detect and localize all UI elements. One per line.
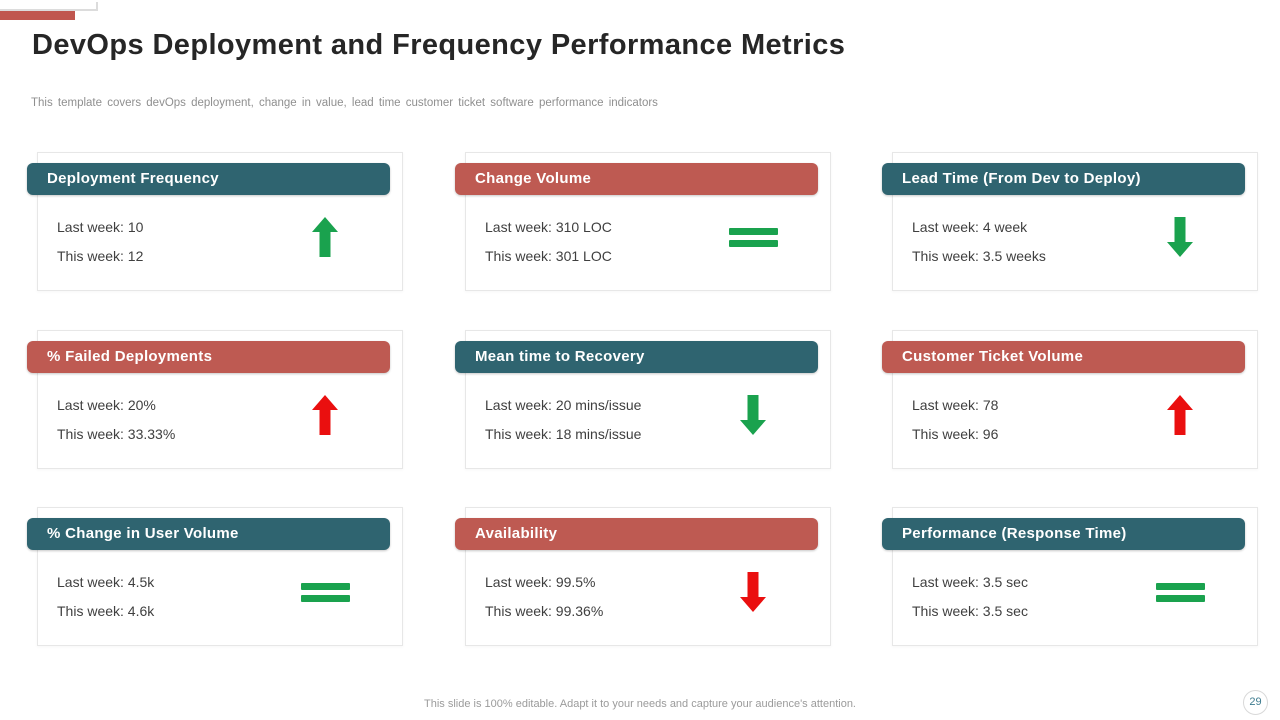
card-header: Mean time to Recovery (455, 341, 818, 373)
card-title: Availability (475, 525, 558, 542)
up-arrow-icon (312, 217, 338, 257)
this-week-value: This week: 3.5 weeks (912, 248, 1046, 264)
trend-indicator (723, 560, 783, 624)
top-decoration-tick (96, 2, 98, 11)
card-title: % Failed Deployments (47, 348, 213, 365)
this-week-value: This week: 99.36% (485, 603, 604, 619)
card-title: Lead Time (From Dev to Deploy) (902, 170, 1141, 187)
trend-indicator (295, 205, 355, 269)
last-week-value: Last week: 310 LOC (485, 219, 612, 235)
down-arrow-icon (740, 395, 766, 435)
last-week-value: Last week: 78 (912, 397, 999, 413)
card-metrics: Last week: 4 week This week: 3.5 weeks (912, 213, 1046, 271)
card-metrics: Last week: 99.5% This week: 99.36% (485, 568, 603, 626)
trend-indicator (295, 383, 355, 447)
this-week-value: This week: 18 mins/issue (485, 426, 642, 442)
card-title: Deployment Frequency (47, 170, 219, 187)
metric-card-customer-ticket-volume: Customer Ticket Volume Last week: 78 Thi… (882, 330, 1259, 469)
card-title: Performance (Response Time) (902, 525, 1127, 542)
top-decoration-line (0, 9, 98, 11)
page-number-badge: 29 (1243, 690, 1268, 715)
metric-card-failed-deployments: % Failed Deployments Last week: 20% This… (27, 330, 404, 469)
trend-indicator (1150, 383, 1210, 447)
trend-indicator (1150, 560, 1210, 624)
card-metrics: Last week: 4.5k This week: 4.6k (57, 568, 154, 626)
card-title: Mean time to Recovery (475, 348, 645, 365)
top-accent-bar (0, 11, 75, 20)
card-title: % Change in User Volume (47, 525, 239, 542)
last-week-value: Last week: 20 mins/issue (485, 397, 642, 413)
card-header: % Change in User Volume (27, 518, 390, 550)
card-metrics: Last week: 3.5 sec This week: 3.5 sec (912, 568, 1028, 626)
card-header: Change Volume (455, 163, 818, 195)
trend-indicator (295, 560, 355, 624)
down-arrow-icon (1167, 217, 1193, 257)
card-metrics: Last week: 20% This week: 33.33% (57, 391, 175, 449)
trend-indicator (723, 383, 783, 447)
last-week-value: Last week: 3.5 sec (912, 574, 1028, 590)
trend-indicator (1150, 205, 1210, 269)
equals-icon (1155, 578, 1205, 607)
this-week-value: This week: 3.5 sec (912, 603, 1028, 619)
page-title: DevOps Deployment and Frequency Performa… (32, 29, 846, 61)
metric-card-mean-time-to-recovery: Mean time to Recovery Last week: 20 mins… (455, 330, 832, 469)
card-title: Change Volume (475, 170, 592, 187)
last-week-value: Last week: 4.5k (57, 574, 155, 590)
page-subtitle: This template covers devOps deployment, … (31, 97, 658, 109)
card-metrics: Last week: 10 This week: 12 (57, 213, 143, 271)
card-header: Availability (455, 518, 818, 550)
metric-card-change-volume: Change Volume Last week: 310 LOC This we… (455, 152, 832, 291)
this-week-value: This week: 33.33% (57, 426, 176, 442)
card-header: Lead Time (From Dev to Deploy) (882, 163, 1245, 195)
footer-note: This slide is 100% editable. Adapt it to… (424, 698, 856, 710)
metric-card-change-in-user-volume: % Change in User Volume Last week: 4.5k … (27, 507, 404, 646)
trend-indicator (723, 205, 783, 269)
this-week-value: This week: 301 LOC (485, 248, 612, 264)
card-header: Deployment Frequency (27, 163, 390, 195)
equals-icon (300, 578, 350, 607)
last-week-value: Last week: 10 (57, 219, 144, 235)
metric-card-performance-response-time: Performance (Response Time) Last week: 3… (882, 507, 1259, 646)
metric-card-lead-time: Lead Time (From Dev to Deploy) Last week… (882, 152, 1259, 291)
this-week-value: This week: 96 (912, 426, 999, 442)
down-arrow-icon (740, 572, 766, 612)
last-week-value: Last week: 4 week (912, 219, 1028, 235)
card-metrics: Last week: 20 mins/issue This week: 18 m… (485, 391, 641, 449)
this-week-value: This week: 12 (57, 248, 144, 264)
last-week-value: Last week: 20% (57, 397, 156, 413)
up-arrow-icon (1167, 395, 1193, 435)
card-title: Customer Ticket Volume (902, 348, 1084, 365)
card-metrics: Last week: 310 LOC This week: 301 LOC (485, 213, 612, 271)
this-week-value: This week: 4.6k (57, 603, 155, 619)
card-header: Performance (Response Time) (882, 518, 1245, 550)
up-arrow-icon (312, 395, 338, 435)
card-metrics: Last week: 78 This week: 96 (912, 391, 998, 449)
card-header: Customer Ticket Volume (882, 341, 1245, 373)
equals-icon (728, 223, 778, 252)
metric-card-availability: Availability Last week: 99.5% This week:… (455, 507, 832, 646)
card-header: % Failed Deployments (27, 341, 390, 373)
metric-card-deployment-frequency: Deployment Frequency Last week: 10 This … (27, 152, 404, 291)
last-week-value: Last week: 99.5% (485, 574, 596, 590)
